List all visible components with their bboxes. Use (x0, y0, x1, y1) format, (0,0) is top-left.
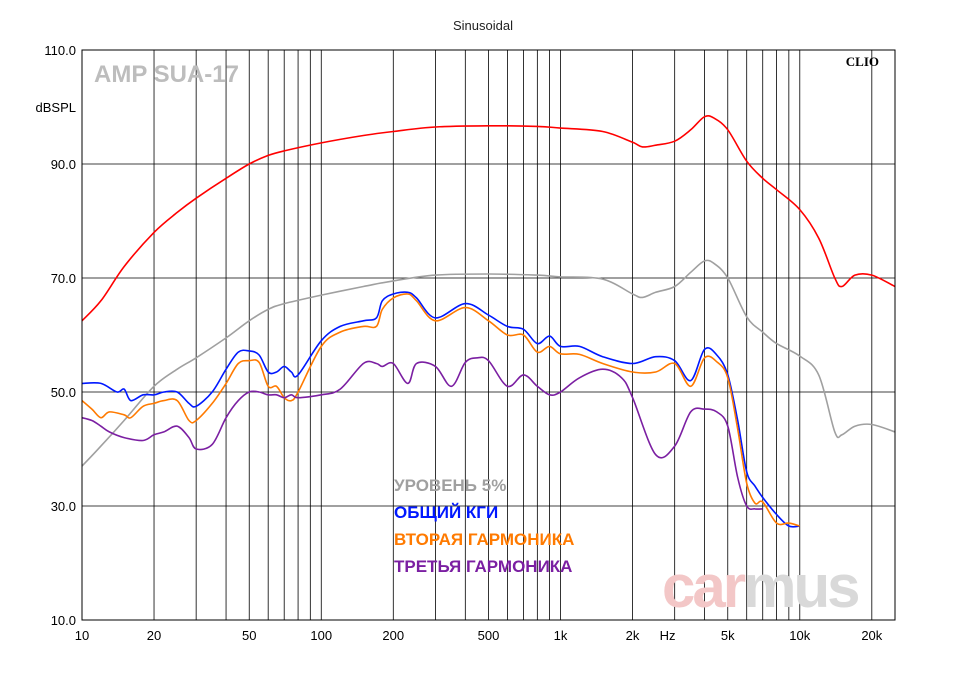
y-tick-label: 30.0 (51, 499, 76, 514)
watermark-text-mus: mus (743, 553, 858, 620)
carmus-watermark: carmus (662, 553, 861, 620)
series-line-1 (81, 115, 896, 322)
watermark-text-car: car (662, 553, 746, 620)
brand-label: AMP SUA-17 (94, 61, 239, 88)
series-group (81, 115, 896, 528)
series-line-4 (81, 293, 801, 527)
grid (81, 49, 895, 621)
y-tick-label: 10.0 (51, 613, 76, 628)
series-line-5 (81, 356, 763, 511)
x-tick-label: 500 (478, 628, 500, 643)
series-line-3 (81, 291, 800, 528)
x-tick-label: 100 (310, 628, 332, 643)
legend-entry-4: ТРЕТЬЯ ГАРМОНИКА (394, 557, 572, 576)
y-tick-label: 110.0 (44, 43, 76, 58)
x-tick-label: 10k (789, 628, 810, 643)
y-tick-label: 90.0 (51, 157, 76, 172)
legend-entry-3: ВТОРАЯ ГАРМОНИКА (394, 530, 574, 549)
x-tick-label: 50 (242, 628, 256, 643)
y-axis-label: dBSPL (36, 100, 76, 115)
y-tick-label: 70.0 (51, 271, 76, 286)
chart-title: Sinusoidal (453, 18, 513, 33)
legend: УРОВЕНЬ 5% ОБЩИЙ КГИ ВТОРАЯ ГАРМОНИКА ТРЕТЬ… (394, 476, 574, 576)
series-line-2 (81, 259, 896, 467)
x-tick-label: 1k (554, 628, 568, 643)
svg-text:carmus: carmus (662, 553, 858, 620)
x-tick-label: 10 (75, 628, 89, 643)
x-tick-label: 5k (721, 628, 735, 643)
legend-entry-1: УРОВЕНЬ 5% (394, 476, 506, 495)
x-tick-label: 200 (382, 628, 404, 643)
x-tick-label: 20 (147, 628, 161, 643)
software-label: CLIO (846, 54, 879, 69)
plot-frame (81, 49, 896, 621)
y-tick-label: 50.0 (51, 385, 76, 400)
x-tick-label: 2k (626, 628, 640, 643)
x-unit-label: Hz (660, 628, 676, 643)
legend-entry-2: ОБЩИЙ КГИ (394, 503, 498, 522)
x-tick-label: 20k (861, 628, 882, 643)
tick-labels: 10 20 50 100 200 500 1k 2k 5k 10k 20k Hz 110.0 90.0 70… (44, 43, 882, 643)
